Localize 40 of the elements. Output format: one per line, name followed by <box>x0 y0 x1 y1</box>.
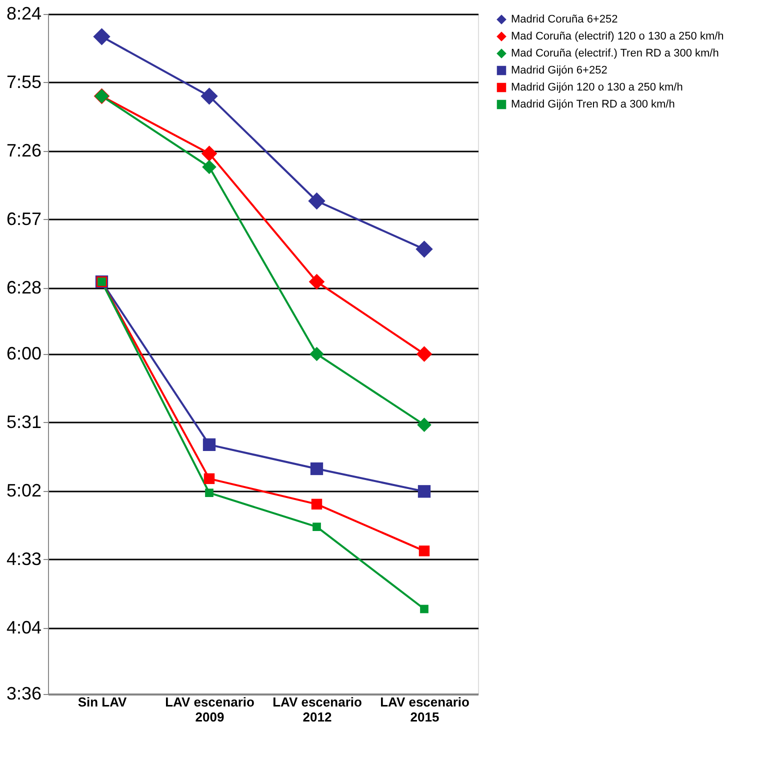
point <box>200 88 218 105</box>
point <box>202 438 216 451</box>
point <box>416 240 433 258</box>
point <box>312 522 321 532</box>
y-tick-label: 7:55 <box>6 72 42 92</box>
point <box>418 546 430 556</box>
point <box>418 485 431 498</box>
x-tick-label: LAV escenario 2012 <box>272 694 362 724</box>
y-tick-label: 4:04 <box>6 617 42 638</box>
point <box>417 418 432 432</box>
x-tick-label: Sin LAV <box>78 694 128 710</box>
y-tick-label: 4:33 <box>6 548 42 569</box>
point <box>420 604 428 614</box>
y-tick-label: 8:24 <box>6 4 42 24</box>
y-tick-label: 3:36 <box>6 684 42 704</box>
point <box>310 346 324 362</box>
point <box>308 192 326 210</box>
point <box>205 488 214 498</box>
y-tick-label: 7:26 <box>6 140 42 160</box>
y-tick-label: 5:02 <box>6 480 42 500</box>
legend-label: Madrid Coruña 6+252 <box>511 14 618 26</box>
legend-label: Madrid Gijón 6+252 <box>511 64 608 76</box>
x-tick-label: LAV escenario 2015 <box>380 694 470 724</box>
y-tick-label: 5:31 <box>6 412 42 432</box>
legend-label: Madrid Gijón Tren RD a 300 km/h <box>511 98 675 110</box>
point <box>311 498 322 510</box>
legend-label: Madrid Gijón 120 o 130 a 250 km/h <box>511 82 683 94</box>
legend-label: Mad Coruña (electrif) 120 o 130 a 250 km/h <box>511 30 724 42</box>
y-tick-label: 6:28 <box>6 277 42 298</box>
point <box>93 28 110 46</box>
point <box>201 146 218 162</box>
y-tick-label: 6:00 <box>6 344 42 364</box>
legend-label: Mad Coruña (electrif.) Tren RD a 300 km/h <box>511 48 719 60</box>
y-tick-label: 6:57 <box>6 208 42 229</box>
point <box>204 473 215 484</box>
point <box>310 462 324 476</box>
x-tick-label: LAV escenario 2009 <box>165 694 254 724</box>
point <box>308 274 325 290</box>
point <box>202 160 216 174</box>
point <box>416 346 432 362</box>
